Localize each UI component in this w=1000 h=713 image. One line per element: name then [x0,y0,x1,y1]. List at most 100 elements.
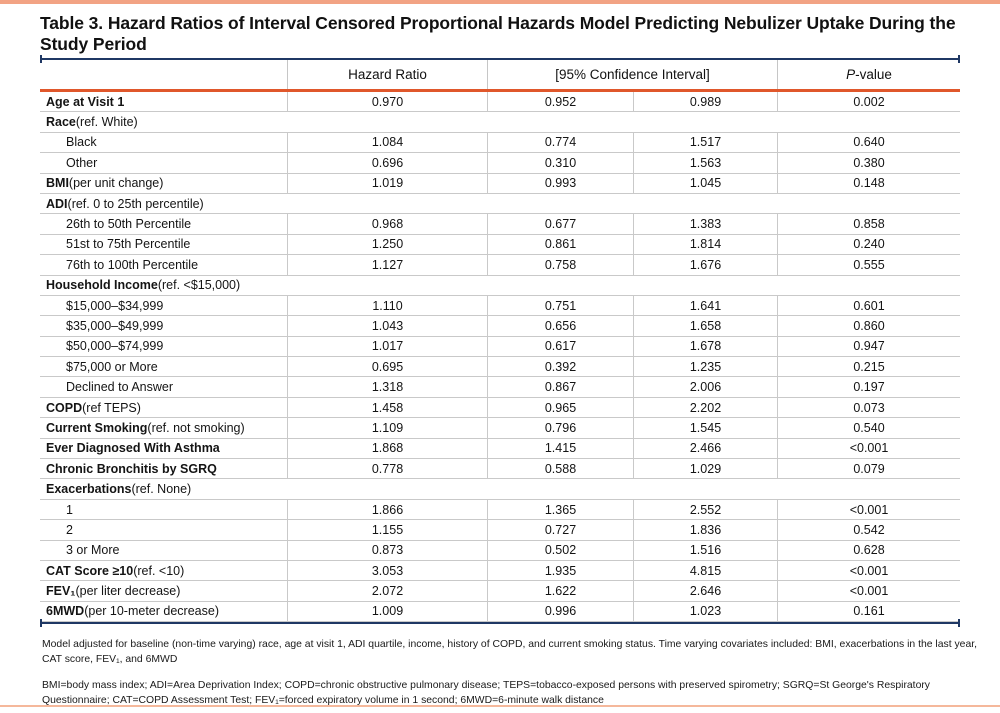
p-value-cell: 0.002 [777,92,960,112]
ci-lower-cell: 0.993 [487,173,633,193]
hazard-ratio-cell: 1.250 [287,234,487,255]
hazard-ratio-cell: 1.155 [287,520,487,540]
p-value-cell: 0.858 [777,214,960,234]
hazard-ratio-cell: 1.084 [287,132,487,153]
page-title: Table 3. Hazard Ratios of Interval Censo… [40,13,956,54]
ci-upper-cell: 1.029 [633,459,777,479]
row-label-normal: (per unit change) [68,176,164,191]
row-label: COPD (ref TEPS) [40,398,287,417]
table-body: Age at Visit 1 0.970 0.952 0.989 0.002 R… [40,92,960,623]
row-label: Declined to Answer [40,377,287,396]
ci-upper-cell: 2.466 [633,438,777,459]
row-label-normal: 2 [66,522,73,537]
rule-end-tick [958,55,960,63]
table-row: Current Smoking (ref. not smoking) 1.109… [40,418,960,439]
p-value-cell: 0.555 [777,255,960,275]
row-label-bold: Ever Diagnosed With Asthma [46,441,220,456]
row-label-bold: COPD [46,400,83,415]
row-label: Age at Visit 1 [40,92,287,111]
row-label-bold: CAT Score ≥10 [46,563,134,578]
row-label-bold: Household Income [46,278,158,293]
ci-upper-cell: 1.658 [633,316,777,336]
ci-lower-cell: 1.365 [487,499,633,520]
row-label-normal: (ref. <10) [133,563,185,578]
header-confidence-interval: [95% Confidence Interval] [487,60,777,89]
row-label-normal: (ref. <$15,000) [157,278,241,293]
row-label-normal: 51st to 75th Percentile [66,237,191,252]
table-header-row: Hazard Ratio [95% Confidence Interval] P… [40,60,960,89]
row-label-normal: 26th to 50th Percentile [66,217,192,232]
ci-lower-cell: 1.622 [487,581,633,601]
rule-end-tick [40,55,42,63]
ci-lower-cell: 0.965 [487,397,633,418]
row-label-bold: ADI [46,196,68,211]
table-row: 6MWD (per 10-meter decrease) 1.009 0.996… [40,601,960,623]
row-label: BMI (per unit change) [40,174,287,193]
ci-upper-cell: 1.516 [633,540,777,560]
row-label: FEV₁ (per liter decrease) [40,581,287,600]
row-label-normal: Other [66,155,98,170]
row-label-normal: 3 or More [66,543,120,558]
ci-lower-cell: 0.774 [487,132,633,153]
rule-end-tick [40,619,42,628]
table-row: $15,000–$34,999 1.110 0.751 1.641 0.601 [40,295,960,317]
ci-lower-cell: 0.617 [487,336,633,357]
ci-lower-cell: 1.415 [487,438,633,459]
row-label: Current Smoking (ref. not smoking) [40,418,287,437]
hazard-ratio-cell: 0.873 [287,540,487,560]
ci-lower-cell: 0.727 [487,520,633,540]
ci-lower-cell: 1.935 [487,560,633,581]
ci-upper-cell: 1.563 [633,153,777,173]
ci-upper-cell: 1.678 [633,336,777,357]
p-value-cell: <0.001 [777,581,960,601]
table-top-rule [40,55,960,63]
row-label-normal: 76th to 100th Percentile [66,257,199,272]
ci-upper-cell: 1.517 [633,132,777,153]
ci-upper-cell: 1.814 [633,234,777,255]
p-value-cell: 0.240 [777,234,960,255]
row-label-bold: Age at Visit 1 [46,94,125,109]
header-blank-cell [40,60,287,89]
row-label-normal: (per 10-meter decrease) [84,604,219,619]
footnote-abbreviations: BMI=body mass index; ADI=Area Deprivatio… [42,680,931,707]
p-value-cell: <0.001 [777,438,960,459]
ci-upper-cell: 1.641 [633,295,777,316]
row-label-normal: (ref. White) [75,115,138,130]
row-label-bold: Race [46,115,76,130]
p-value-italic: P [846,67,856,82]
hazard-ratio-cell: 1.458 [287,397,487,418]
table-row: Chronic Bronchitis by SGRQ 0.778 0.588 1… [40,459,960,480]
footnotes: Model adjusted for baseline (non-time va… [42,637,986,708]
row-label-normal: 1 [66,502,73,517]
table-bottom-rule [40,619,960,628]
header-hazard-ratio: Hazard Ratio [287,60,487,89]
row-label: 76th to 100th Percentile [40,255,287,274]
hazard-ratio-cell: 0.696 [287,153,487,173]
row-label: Race (ref. White) [40,112,960,131]
row-label: Other [40,153,287,172]
row-label: Ever Diagnosed With Asthma [40,439,287,458]
ci-upper-cell: 2.202 [633,397,777,418]
row-label-normal: Black [66,135,97,150]
ci-upper-cell: 1.545 [633,418,777,438]
ci-upper-cell: 2.646 [633,581,777,601]
row-label: $75,000 or More [40,357,287,376]
p-value-cell: 0.161 [777,601,960,622]
table-row: Household Income (ref. <$15,000) [40,276,960,296]
row-label: $15,000–$34,999 [40,296,287,315]
row-label: Household Income (ref. <$15,000) [40,276,960,295]
p-value-cell: 0.542 [777,520,960,540]
p-value-cell: 0.215 [777,357,960,377]
p-value-cell: 0.380 [777,153,960,173]
p-value-rest: -value [855,67,892,82]
ci-upper-cell: 2.552 [633,499,777,520]
row-label-normal: (ref TEPS) [82,400,141,415]
table-row: COPD (ref TEPS) 1.458 0.965 2.202 0.073 [40,397,960,419]
row-label: Chronic Bronchitis by SGRQ [40,459,287,478]
p-value-cell: 0.947 [777,336,960,357]
row-label: $50,000–$74,999 [40,337,287,356]
ci-upper-cell: 1.383 [633,214,777,234]
row-label-normal: (per liter decrease) [75,584,181,599]
hazard-ratio-cell: 0.970 [287,92,487,112]
ci-lower-cell: 0.796 [487,418,633,438]
